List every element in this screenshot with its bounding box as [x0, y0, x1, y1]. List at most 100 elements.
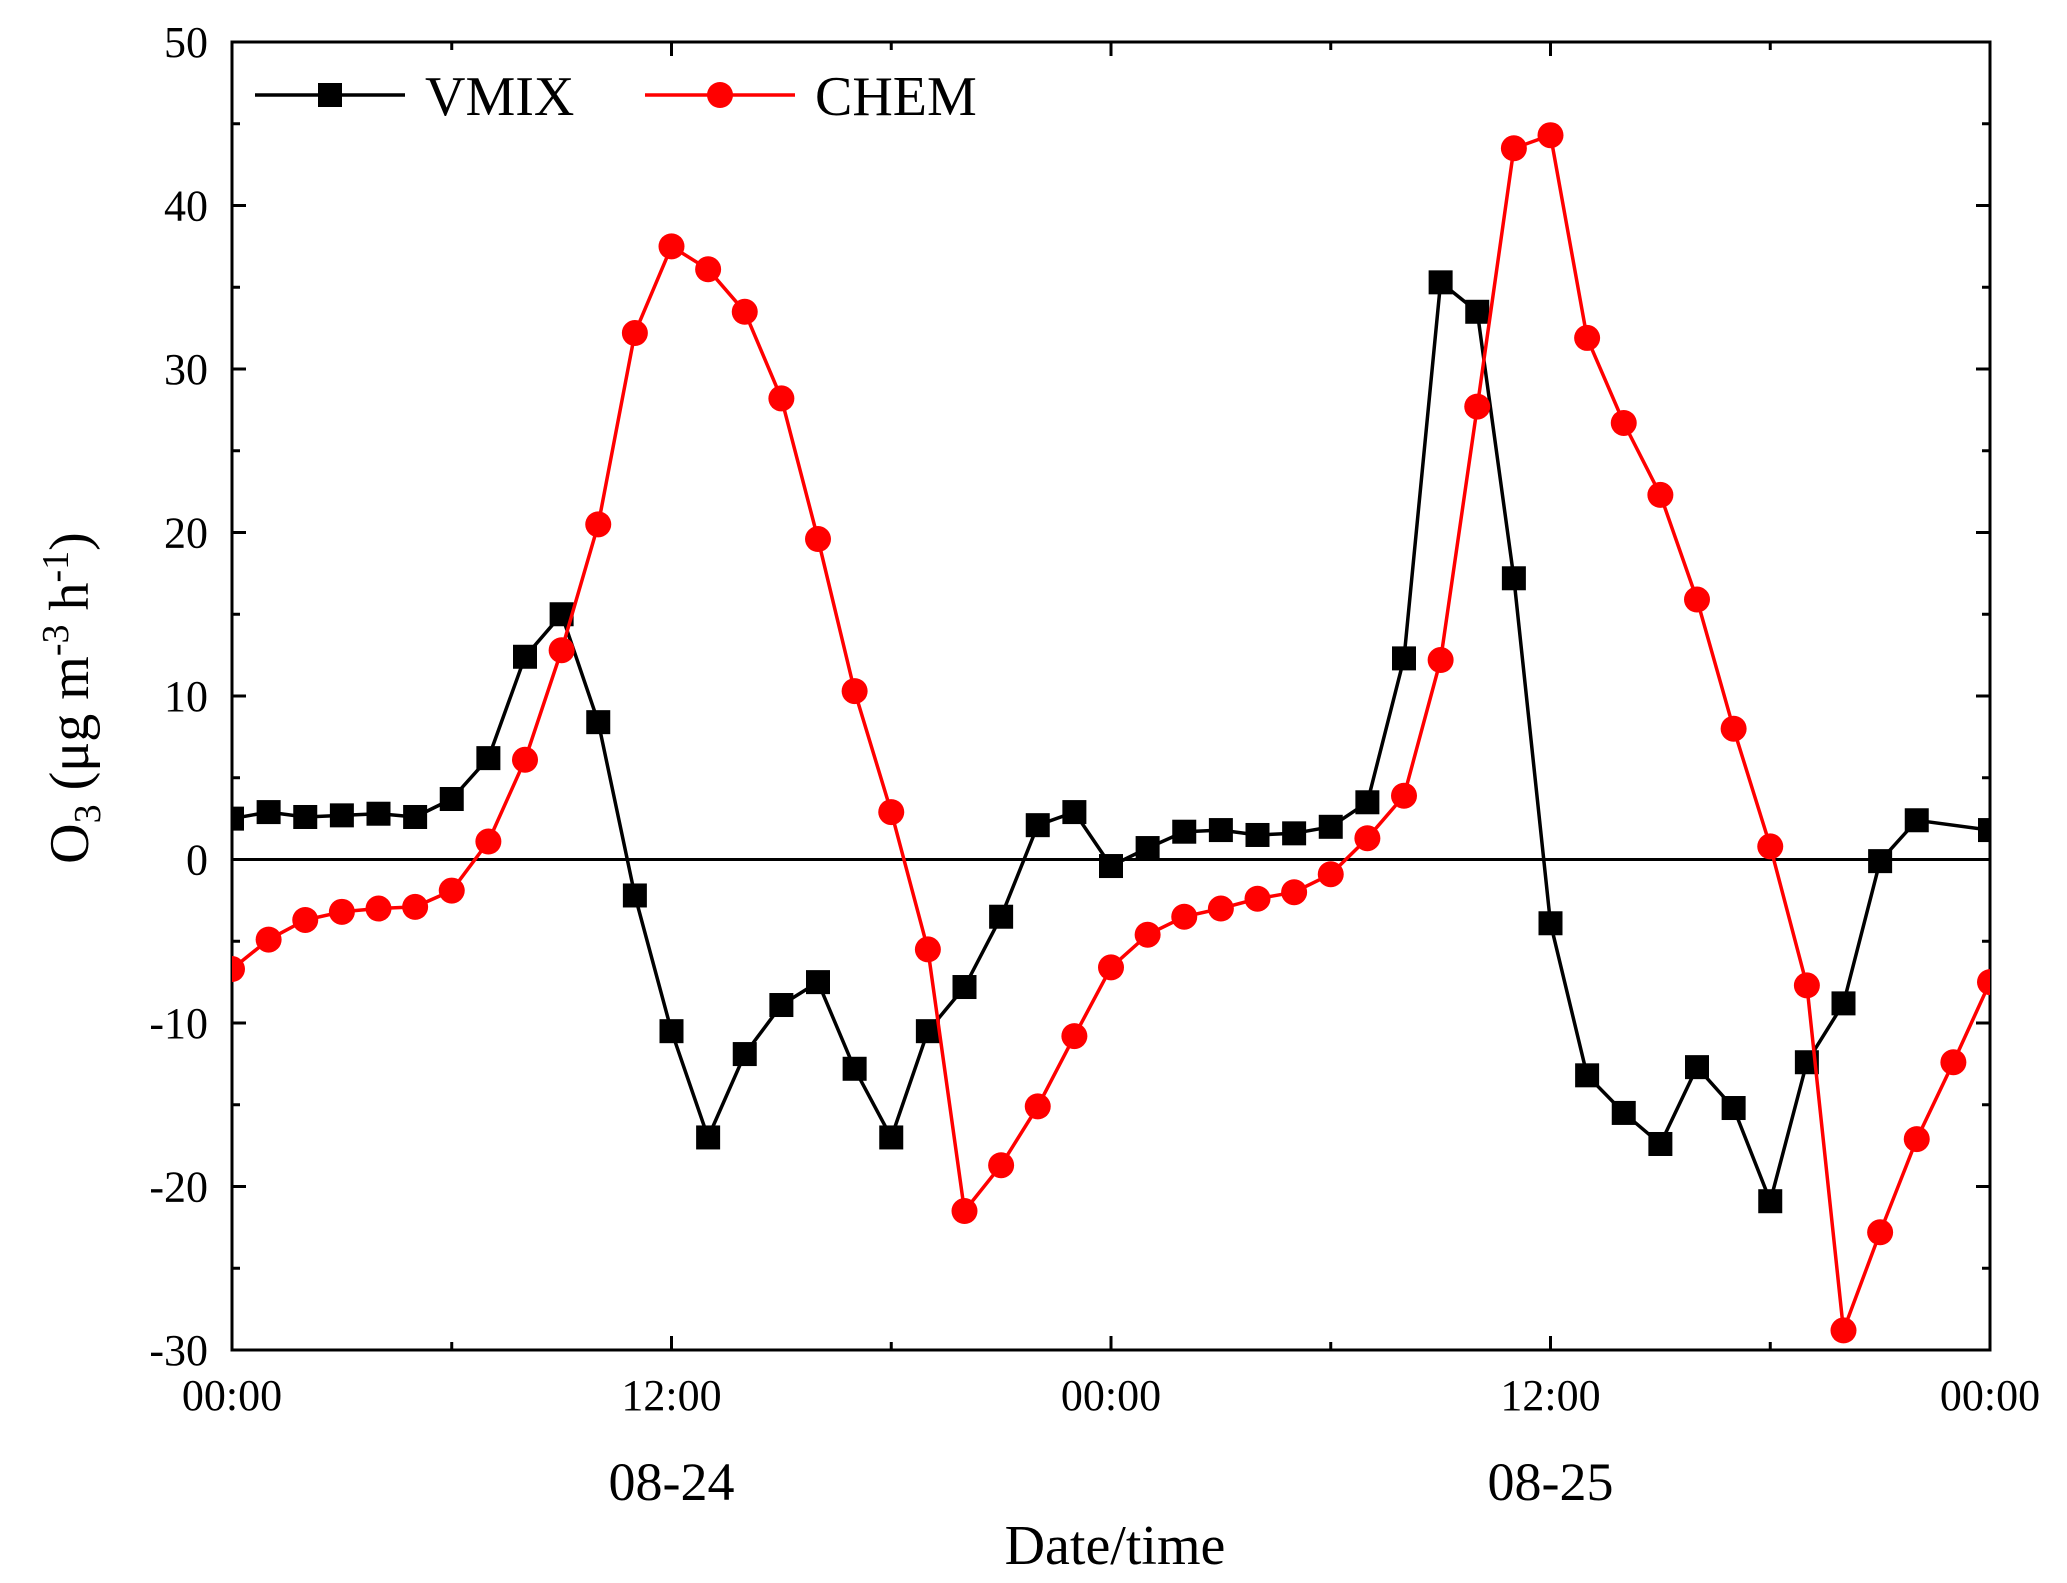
data-point-vmix	[806, 970, 830, 995]
data-point-chem	[1317, 861, 1344, 888]
data-point-vmix	[439, 787, 464, 812]
series-chem	[232, 122, 1990, 1344]
axes: -30 -20 -10 0 10 20 30 40 50 00:00 12:00 00:00 12:00…	[149, 18, 2040, 1512]
data-point-chem	[1171, 903, 1198, 930]
data-point-vmix	[1758, 1189, 1783, 1214]
data-point-vmix	[1062, 800, 1087, 825]
series-vmix	[232, 270, 1990, 1214]
data-point-vmix	[1025, 813, 1050, 838]
y-tick-label: 40	[164, 182, 208, 231]
data-point-chem	[951, 1198, 978, 1225]
data-point-chem	[475, 828, 502, 855]
data-point-chem	[1537, 122, 1564, 149]
y-tick-label: 50	[164, 18, 208, 67]
data-point-vmix	[769, 993, 794, 1018]
data-point-chem	[1354, 825, 1381, 852]
data-point-vmix	[1135, 836, 1160, 861]
data-point-vmix	[1355, 790, 1380, 815]
data-point-chem	[1281, 879, 1308, 906]
data-point-chem	[878, 799, 905, 826]
data-point-chem	[805, 526, 831, 553]
y-axis-title-prefix: O	[39, 823, 101, 863]
data-point-chem	[1977, 969, 1990, 996]
data-point-chem	[292, 906, 319, 933]
y-axis-title: O3 (μg m-3 h-1)	[35, 532, 109, 864]
y-axis-title-units: (μg m	[39, 656, 101, 804]
data-point-chem	[255, 926, 282, 953]
data-point-chem	[1830, 1317, 1857, 1344]
data-point-vmix	[622, 883, 647, 908]
y-axis-title-exponent-2: -1	[35, 551, 77, 583]
legend-marker	[318, 83, 342, 107]
data-point-vmix	[1428, 270, 1453, 295]
data-point-chem	[1903, 1126, 1930, 1153]
data-point-chem	[232, 956, 245, 983]
data-point-vmix	[329, 803, 354, 828]
legend-item-chem: CHEM	[645, 66, 977, 128]
data-point-vmix	[952, 975, 977, 1000]
data-point-vmix	[1318, 814, 1343, 839]
plot-frame	[230, 40, 1992, 1352]
legend-item-vmix: VMIX	[255, 66, 574, 128]
data-point-chem	[1098, 954, 1124, 981]
data-point-chem	[841, 678, 868, 705]
y-axis-title-exponent-1: -3	[35, 624, 77, 656]
data-point-chem	[1867, 1219, 1894, 1246]
data-point-vmix	[1685, 1055, 1709, 1080]
y-tick-label: 20	[164, 509, 208, 558]
y-tick-label: 0	[186, 836, 208, 885]
y-tick-label: 10	[164, 672, 208, 721]
legend-label: CHEM	[815, 66, 977, 128]
data-point-chem	[731, 298, 758, 325]
y-tick-label: -30	[149, 1326, 208, 1375]
y-axis-title-subscript: 3	[67, 804, 109, 823]
data-point-vmix	[403, 804, 428, 829]
data-point-chem	[658, 233, 685, 260]
legend-label: VMIX	[425, 66, 574, 128]
data-point-vmix	[1721, 1096, 1746, 1121]
data-point-chem	[768, 385, 795, 412]
data-point-vmix	[1465, 299, 1490, 324]
data-point-chem	[548, 637, 575, 664]
data-point-chem	[1940, 1049, 1967, 1076]
data-point-vmix	[513, 644, 537, 669]
data-point-chem	[1574, 324, 1601, 351]
data-point-vmix	[1208, 818, 1233, 843]
data-point-vmix	[586, 710, 611, 735]
data-point-vmix	[1172, 819, 1197, 844]
legend: VMIX CHEM	[255, 66, 977, 128]
data-point-chem	[1061, 1023, 1088, 1050]
data-point-chem	[1464, 393, 1491, 420]
data-point-vmix	[1392, 646, 1416, 671]
x-tick-label: 12:00	[621, 1371, 721, 1420]
data-point-chem	[365, 895, 392, 922]
data-point-chem	[512, 746, 538, 773]
y-axis-title-units-h: h	[39, 582, 101, 624]
y-tick-label: -10	[149, 999, 208, 1048]
data-point-vmix	[232, 806, 244, 831]
data-point-vmix	[293, 804, 318, 829]
data-point-vmix	[1575, 1063, 1600, 1088]
data-point-vmix	[1099, 854, 1123, 879]
data-point-chem	[1757, 833, 1784, 860]
data-point-vmix	[732, 1042, 757, 1067]
data-point-vmix	[659, 1019, 684, 1044]
data-point-chem	[402, 893, 429, 920]
data-point-vmix	[696, 1125, 721, 1150]
data-point-chem	[1244, 885, 1271, 912]
y-axis-title-close: )	[39, 532, 101, 551]
data-point-vmix	[1904, 808, 1929, 833]
data-point-chem	[438, 877, 465, 904]
data-point-chem	[1720, 715, 1747, 742]
x-tick-label: 12:00	[1500, 1371, 1600, 1420]
x-axis-title: Date/time	[1005, 1515, 1226, 1577]
data-point-vmix	[256, 800, 281, 825]
date-label: 08-24	[609, 1452, 735, 1512]
data-point-chem	[585, 511, 612, 538]
data-point-chem	[988, 1152, 1015, 1179]
data-point-vmix	[1978, 818, 1990, 843]
series-line-vmix	[232, 280, 1990, 1203]
data-point-chem	[914, 936, 941, 963]
data-point-chem	[1793, 972, 1820, 999]
data-point-vmix	[1501, 566, 1526, 591]
